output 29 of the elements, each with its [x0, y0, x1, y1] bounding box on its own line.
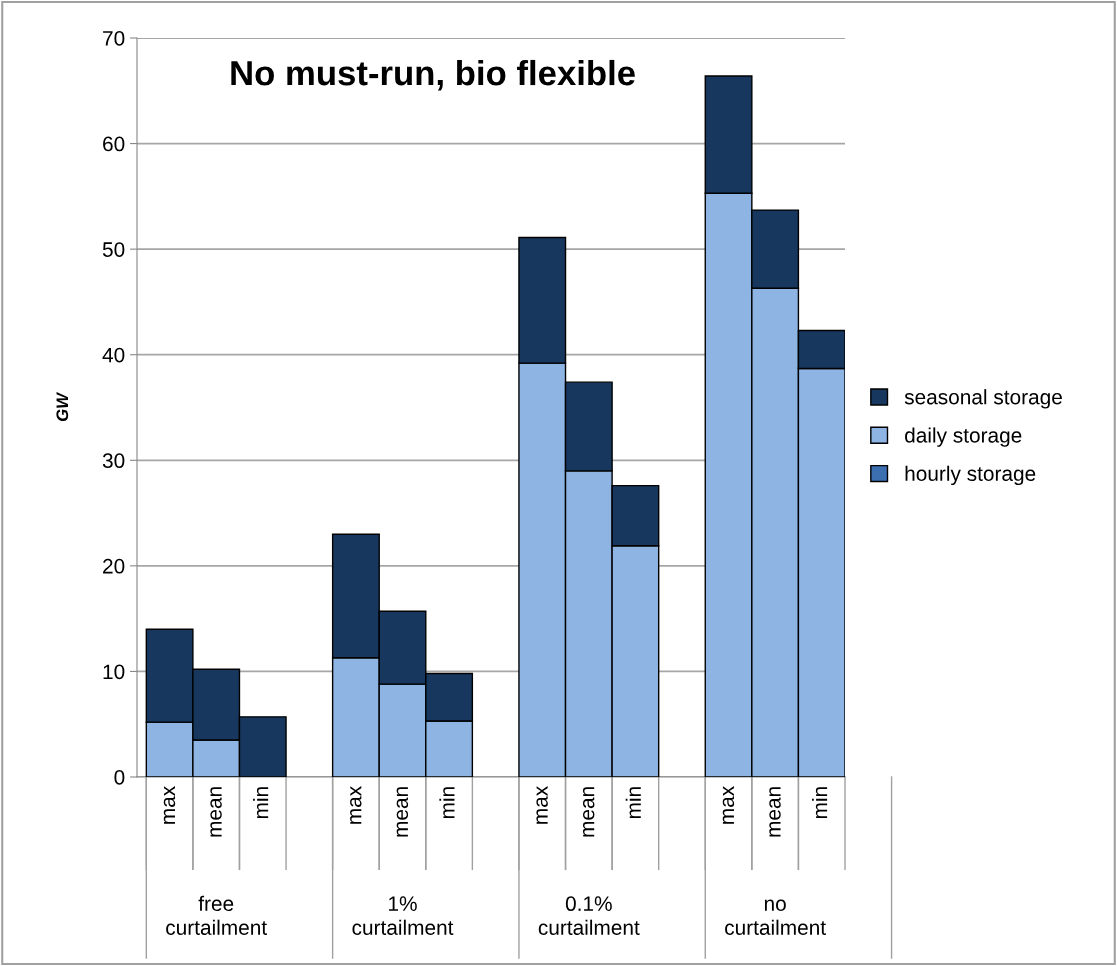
- y-tick-label: 30: [102, 453, 125, 469]
- y-tick-label: 60: [103, 136, 125, 152]
- y-tick-label: 10: [103, 664, 125, 680]
- text: 0.1% curtailment: [538, 896, 640, 935]
- x-tick-label: max: [536, 786, 548, 824]
- y-tick-label: 50: [102, 242, 125, 257]
- text: no curtailment: [725, 899, 826, 935]
- x-tick-label: mean: [769, 787, 781, 837]
- y-tick-label: 0: [114, 770, 125, 785]
- y-tick-label: 40: [102, 347, 125, 363]
- text: 1% curtailment: [352, 896, 454, 935]
- y-tick-label: 70: [103, 31, 125, 46]
- text: free curtailment: [166, 895, 267, 935]
- x-tick-label: max: [163, 786, 176, 824]
- legend-label: hourly storage: [905, 465, 1036, 486]
- x-tick-label: min: [812, 787, 828, 819]
- x-tick-label: mean: [396, 787, 409, 837]
- y-tick-label: 20: [103, 558, 125, 574]
- text: No must-run, bio flexible: [231, 59, 635, 91]
- x-tick-label: mean: [582, 787, 595, 837]
- legend-label: seasonal storage: [904, 389, 1062, 409]
- x-tick-label: max: [350, 786, 362, 824]
- x-tick-label: min: [439, 787, 455, 819]
- y-axis-title: GW: [56, 391, 69, 422]
- x-tick-label: max: [722, 786, 735, 824]
- x-tick-label: mean: [210, 787, 222, 837]
- x-tick-label: min: [253, 787, 269, 819]
- legend-label: daily storage: [905, 427, 1022, 447]
- x-tick-label: min: [625, 787, 641, 819]
